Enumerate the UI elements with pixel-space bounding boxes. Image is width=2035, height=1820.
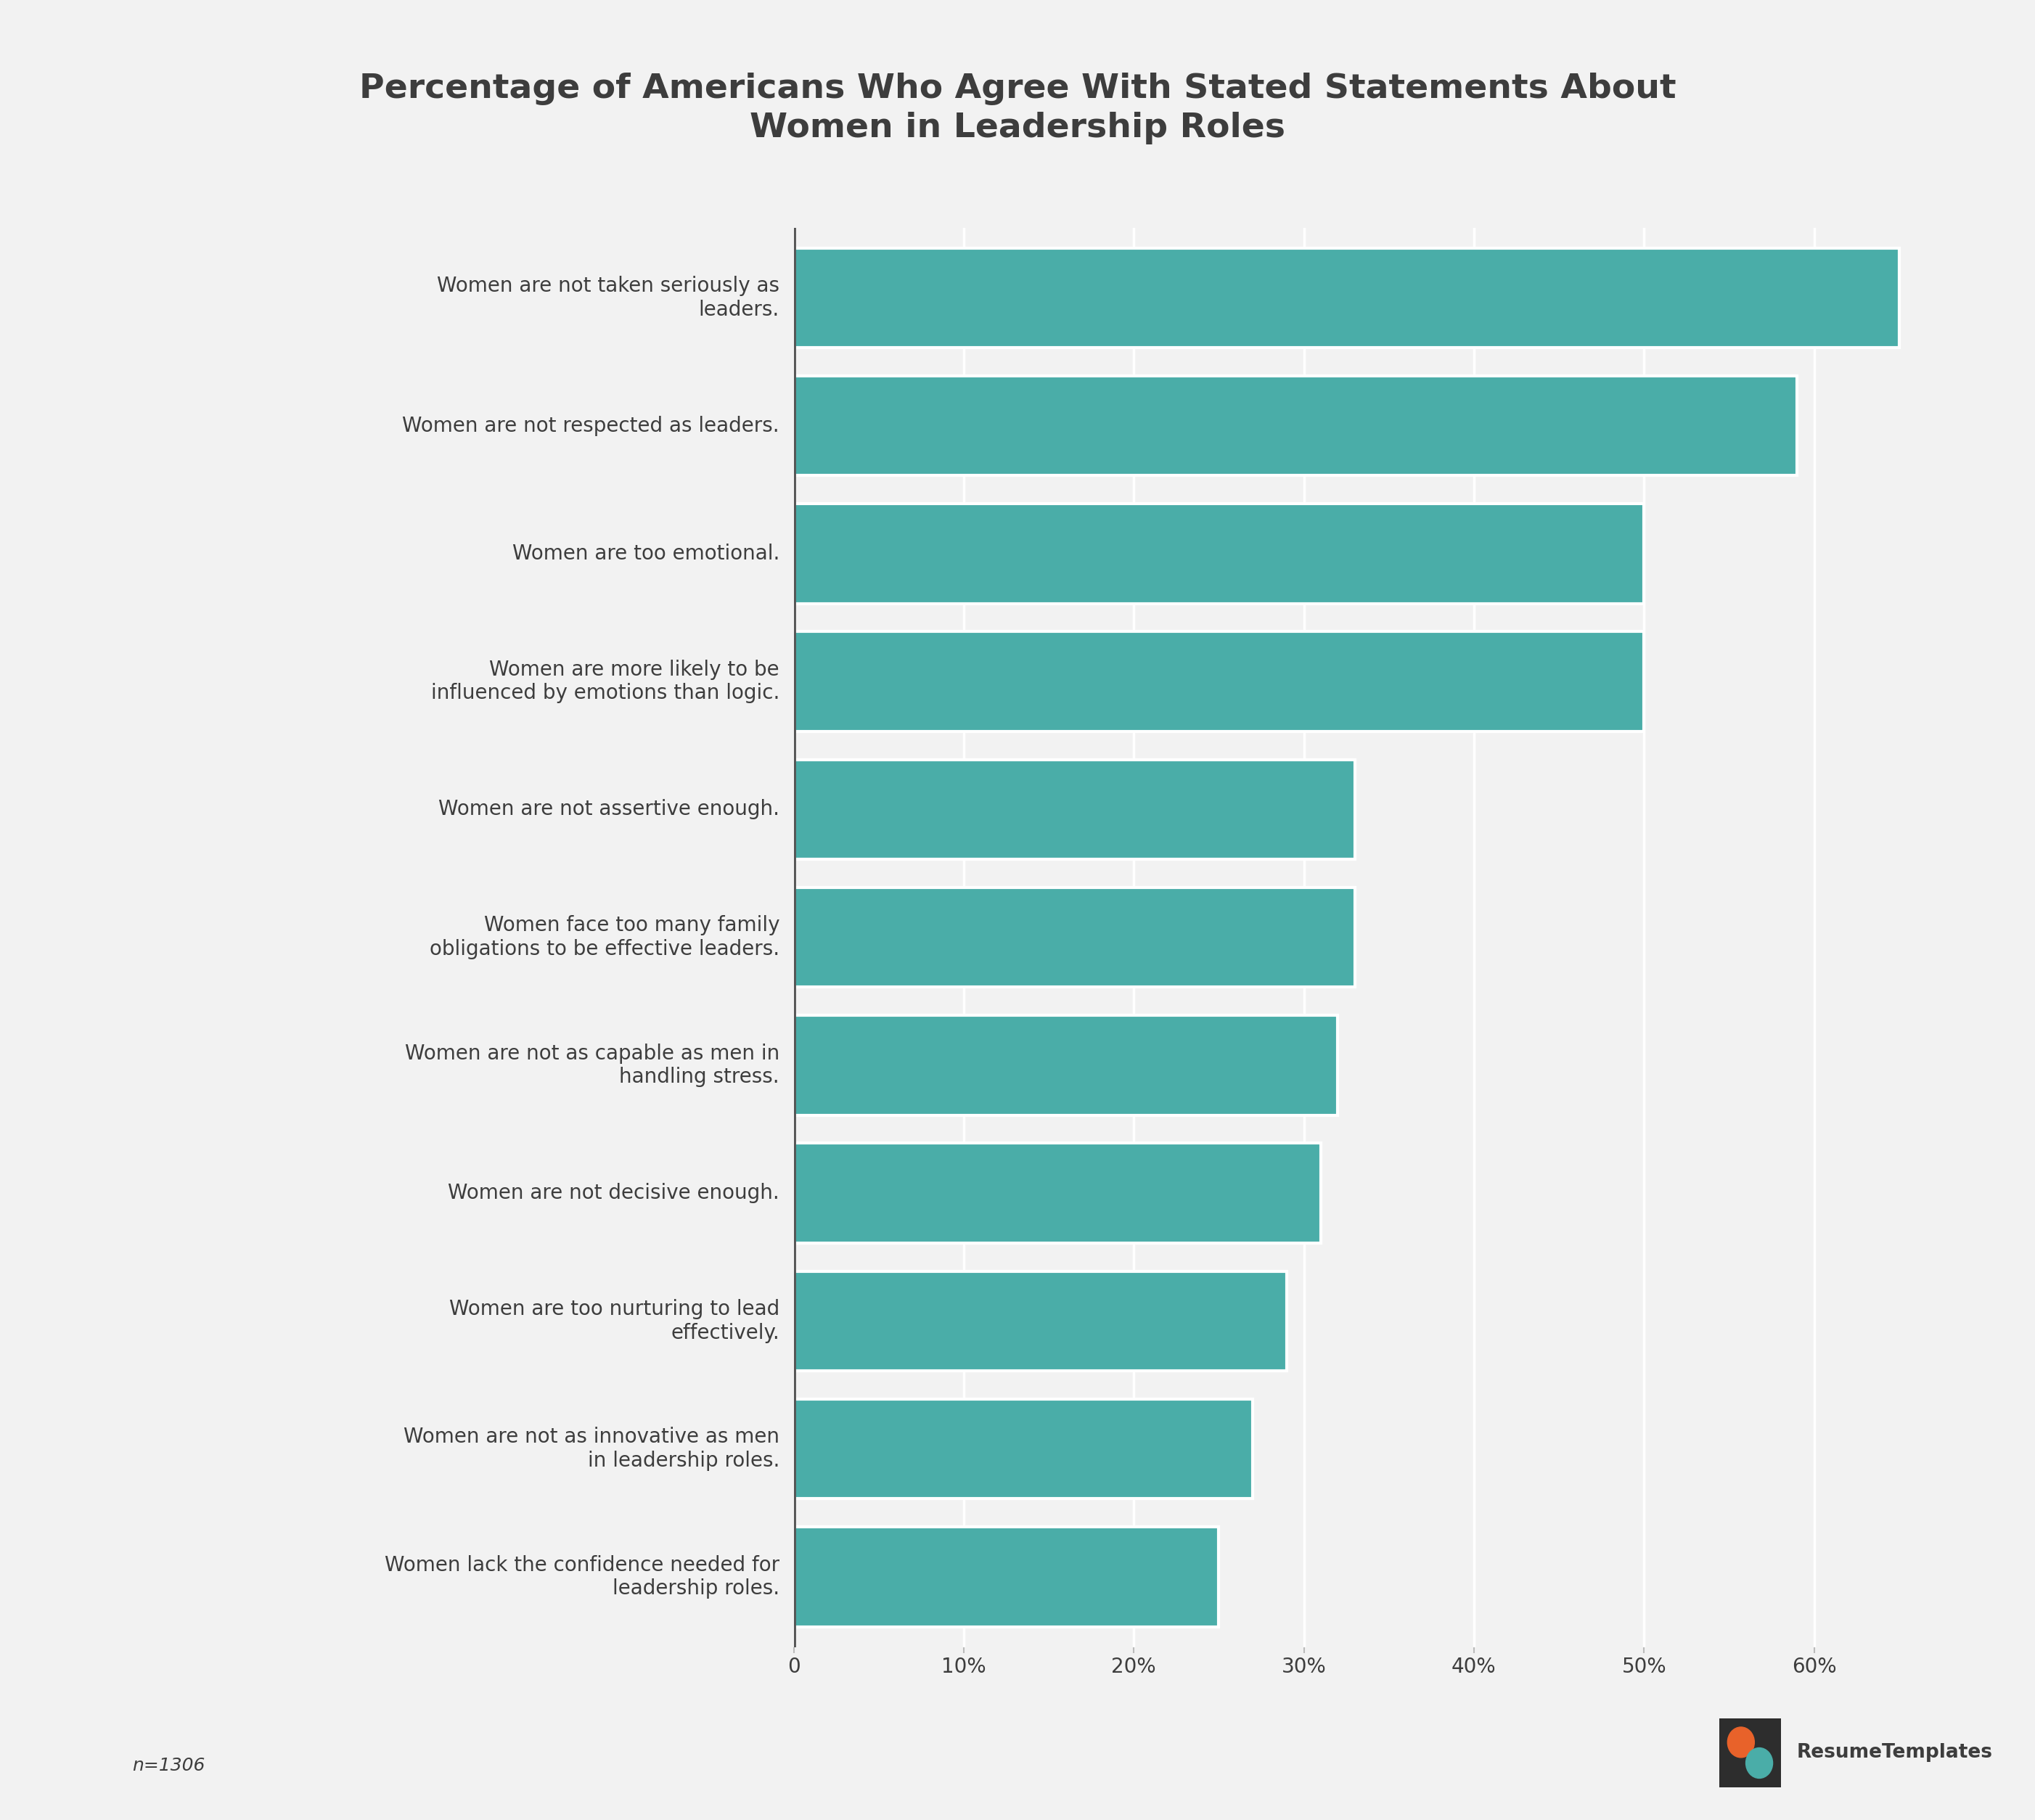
- Text: n=1306: n=1306: [132, 1756, 206, 1774]
- Bar: [794, 248, 1899, 348]
- Circle shape: [1746, 1747, 1772, 1778]
- Bar: [794, 1016, 1337, 1116]
- Circle shape: [1728, 1727, 1754, 1758]
- Bar: [794, 888, 1355, 986]
- Bar: [794, 632, 1644, 732]
- Bar: [794, 504, 1644, 604]
- Bar: [794, 1527, 1219, 1627]
- Bar: [794, 377, 1797, 475]
- Bar: [794, 1143, 1321, 1243]
- Bar: [794, 759, 1355, 859]
- Text: ResumeTemplates: ResumeTemplates: [1797, 1744, 1992, 1762]
- Text: Percentage of Americans Who Agree With Stated Statements About
Women in Leadersh: Percentage of Americans Who Agree With S…: [358, 73, 1677, 144]
- Bar: [794, 1270, 1286, 1370]
- Bar: [794, 1400, 1254, 1498]
